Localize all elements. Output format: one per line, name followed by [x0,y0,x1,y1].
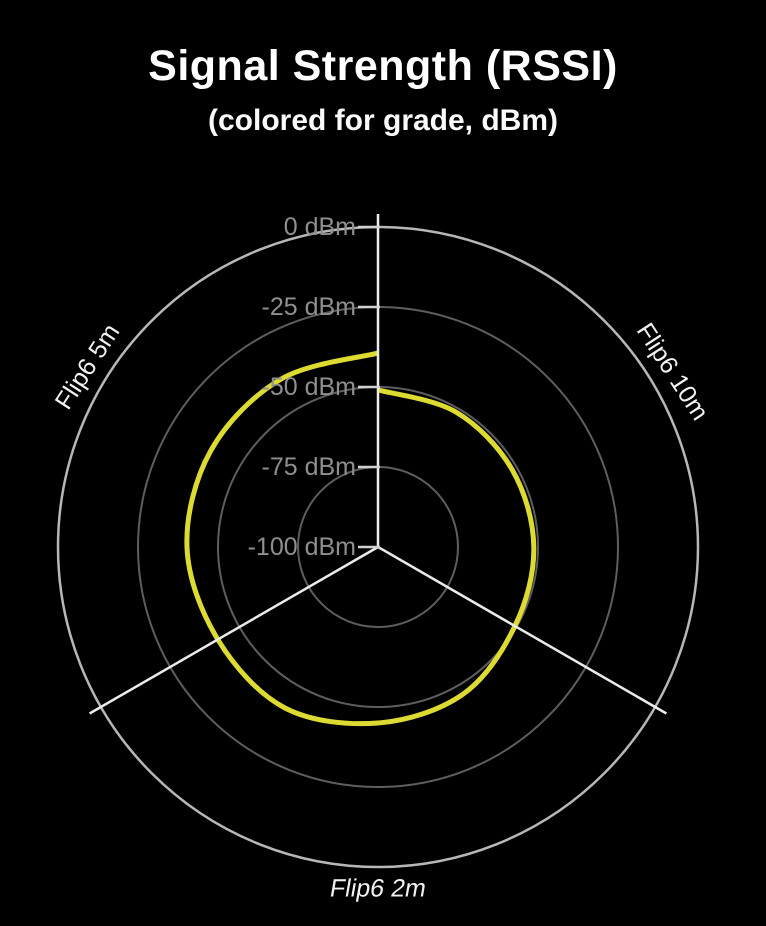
axis-spoke [88,545,379,715]
radial-tick-label-25dbm: -25 dBm [261,293,356,321]
category-label-flip6-2m: Flip6 2m [327,874,429,903]
rssi-trace [184,350,537,727]
chart-subtitle: (colored for grade, dBm) [207,104,559,137]
radial-tick-label-75dbm: -75 dBm [261,453,356,481]
axis-spoke [377,545,668,715]
radial-tick-label-100dbm: -100 dBm [247,533,356,561]
chart-title: Signal Strength (RSSI) [148,42,618,90]
radial-tick-label-50dbm: -50 dBm [261,373,356,401]
radial-tick-label-0dbm: 0 dBm [283,213,356,241]
